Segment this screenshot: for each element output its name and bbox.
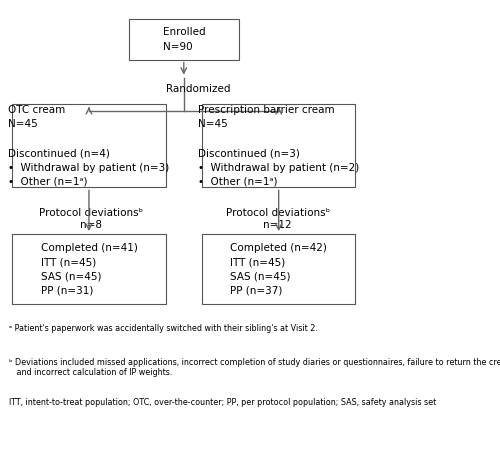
Text: Prescription barrier cream
N=45

Discontinued (n=3)
•  Withdrawal by patient (n=: Prescription barrier cream N=45 Disconti…: [198, 105, 360, 187]
Text: Protocol deviationsᵇ
n=12: Protocol deviationsᵇ n=12: [226, 208, 330, 230]
Text: Randomized: Randomized: [166, 84, 230, 94]
FancyBboxPatch shape: [202, 105, 356, 188]
Text: Protocol deviationsᵇ
n=8: Protocol deviationsᵇ n=8: [38, 208, 143, 230]
Text: ᵇ Deviations included missed applications, incorrect completion of study diaries: ᵇ Deviations included missed application…: [8, 358, 500, 377]
Text: ᵃ Patient's paperwork was accidentally switched with their sibling's at Visit 2.: ᵃ Patient's paperwork was accidentally s…: [8, 324, 318, 333]
Text: ITT, intent-to-treat population; OTC, over-the-counter; PP, per protocol populat: ITT, intent-to-treat population; OTC, ov…: [8, 398, 436, 407]
FancyBboxPatch shape: [202, 235, 356, 304]
Text: OTC cream
N=45

Discontinued (n=4)
•  Withdrawal by patient (n=3)
•  Other (n=1ᵃ: OTC cream N=45 Discontinued (n=4) • With…: [8, 105, 170, 187]
Text: Enrolled
N=90: Enrolled N=90: [162, 28, 205, 52]
FancyBboxPatch shape: [129, 19, 238, 60]
Text: Completed (n=42)
ITT (n=45)
SAS (n=45)
PP (n=37): Completed (n=42) ITT (n=45) SAS (n=45) P…: [230, 243, 327, 296]
FancyBboxPatch shape: [12, 105, 166, 188]
FancyBboxPatch shape: [12, 235, 166, 304]
Text: Completed (n=41)
ITT (n=45)
SAS (n=45)
PP (n=31): Completed (n=41) ITT (n=45) SAS (n=45) P…: [40, 243, 138, 296]
